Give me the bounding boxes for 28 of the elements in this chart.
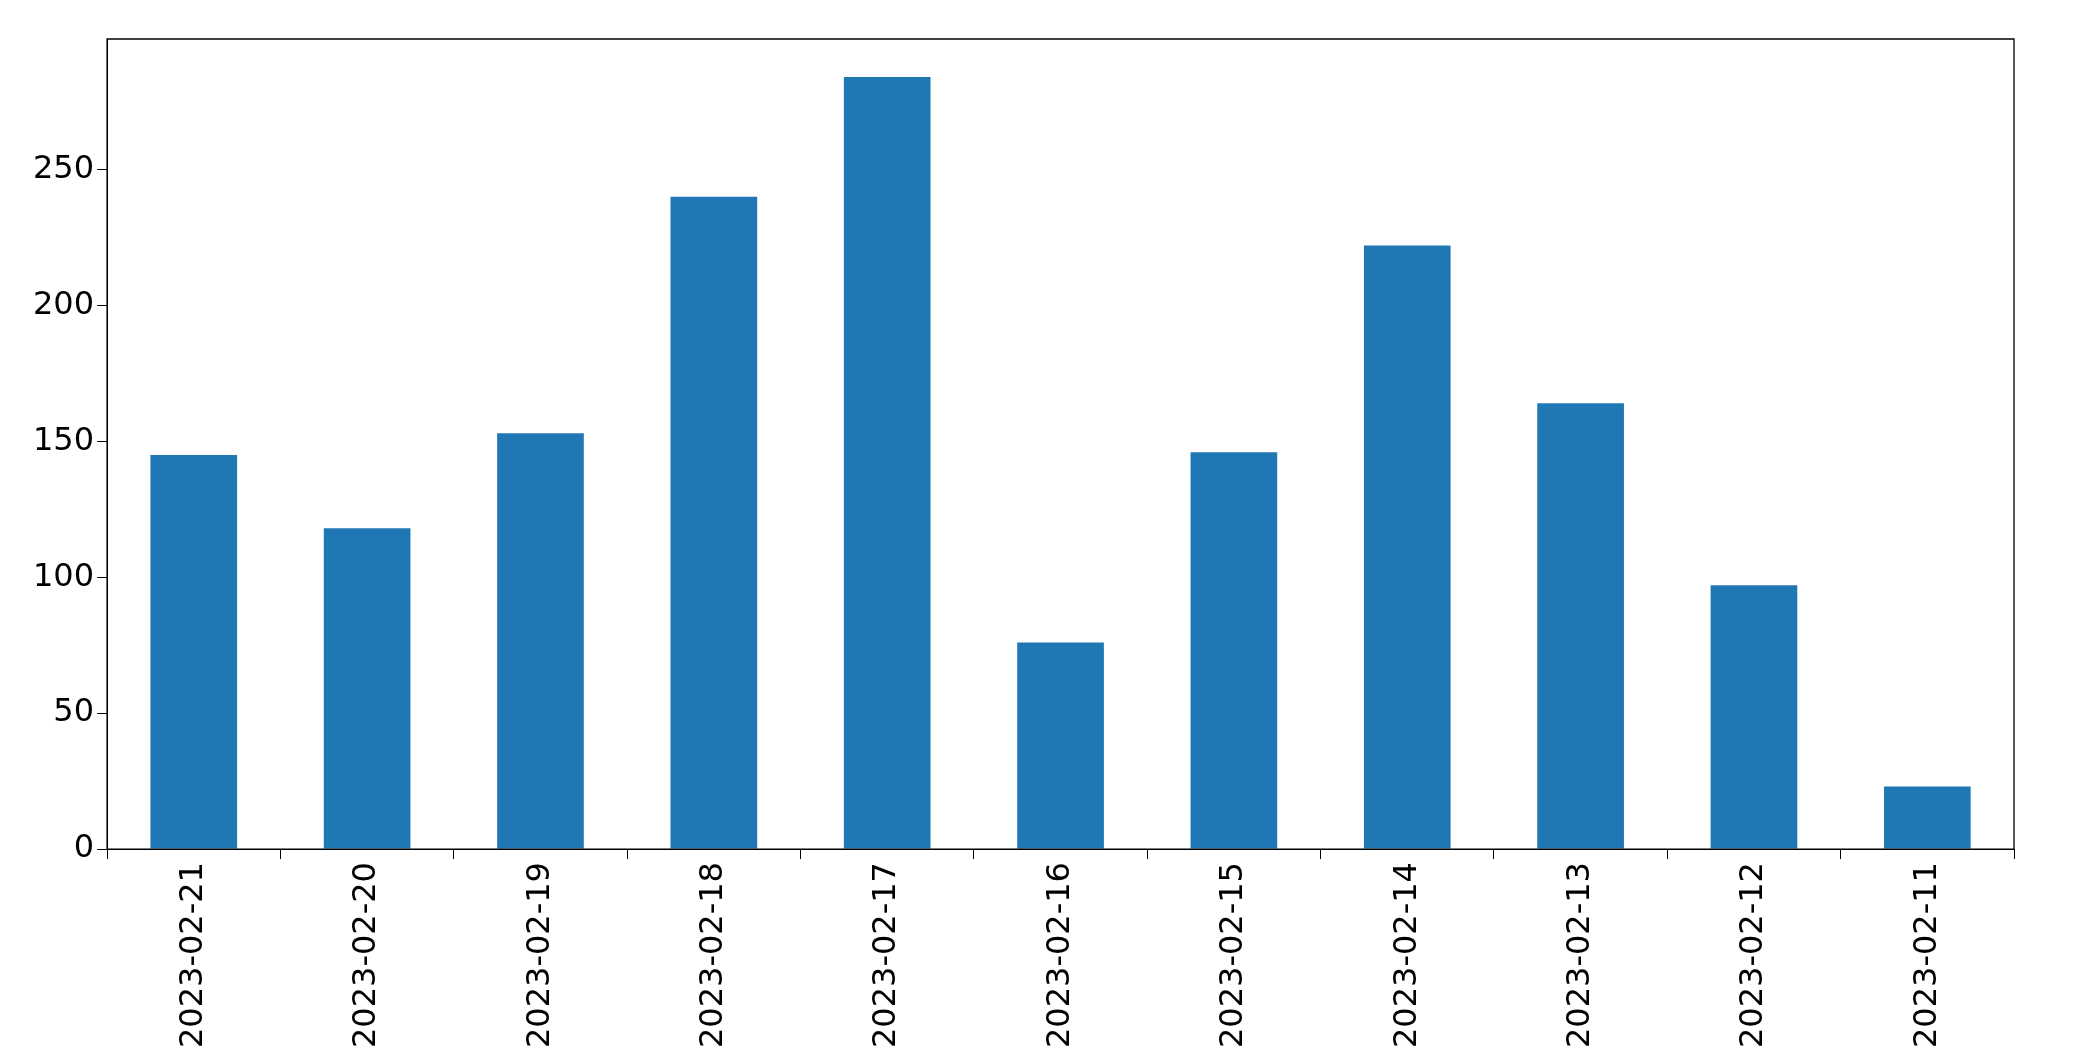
- bar: [497, 433, 584, 849]
- bar: [843, 77, 931, 849]
- x-tick-label: 2023-02-20: [345, 862, 384, 1048]
- y-tick-label: 150: [33, 419, 95, 458]
- x-tick-label: 2023-02-16: [1038, 862, 1077, 1048]
- bar: [670, 196, 758, 849]
- bar: [1537, 403, 1624, 849]
- y-tick-label: 50: [53, 691, 95, 730]
- x-tick-label: 2023-02-15: [1212, 862, 1251, 1048]
- x-tick-label: 2023-02-17: [865, 862, 904, 1048]
- bar: [1190, 452, 1278, 849]
- y-tick-label: 0: [73, 827, 95, 866]
- x-tick-label: 2023-02-11: [1905, 862, 1944, 1048]
- y-tick-label: 250: [33, 147, 95, 186]
- x-tick-label: 2023-02-12: [1732, 862, 1771, 1048]
- y-tick-label: 100: [33, 555, 95, 594]
- x-tick-label: 2023-02-18: [692, 862, 731, 1048]
- bar: [150, 454, 238, 849]
- bar: [1363, 245, 1451, 849]
- y-tick-label: 200: [33, 283, 95, 322]
- x-tick-label: 2023-02-14: [1385, 862, 1424, 1048]
- x-tick-label: 2023-02-13: [1558, 862, 1597, 1048]
- bar: [1017, 642, 1104, 849]
- x-tick-label: 2023-02-19: [518, 862, 557, 1048]
- x-tick-label: 2023-02-21: [172, 862, 211, 1048]
- bar: [323, 528, 411, 849]
- bar: [1883, 786, 1971, 849]
- bar: [1710, 585, 1798, 849]
